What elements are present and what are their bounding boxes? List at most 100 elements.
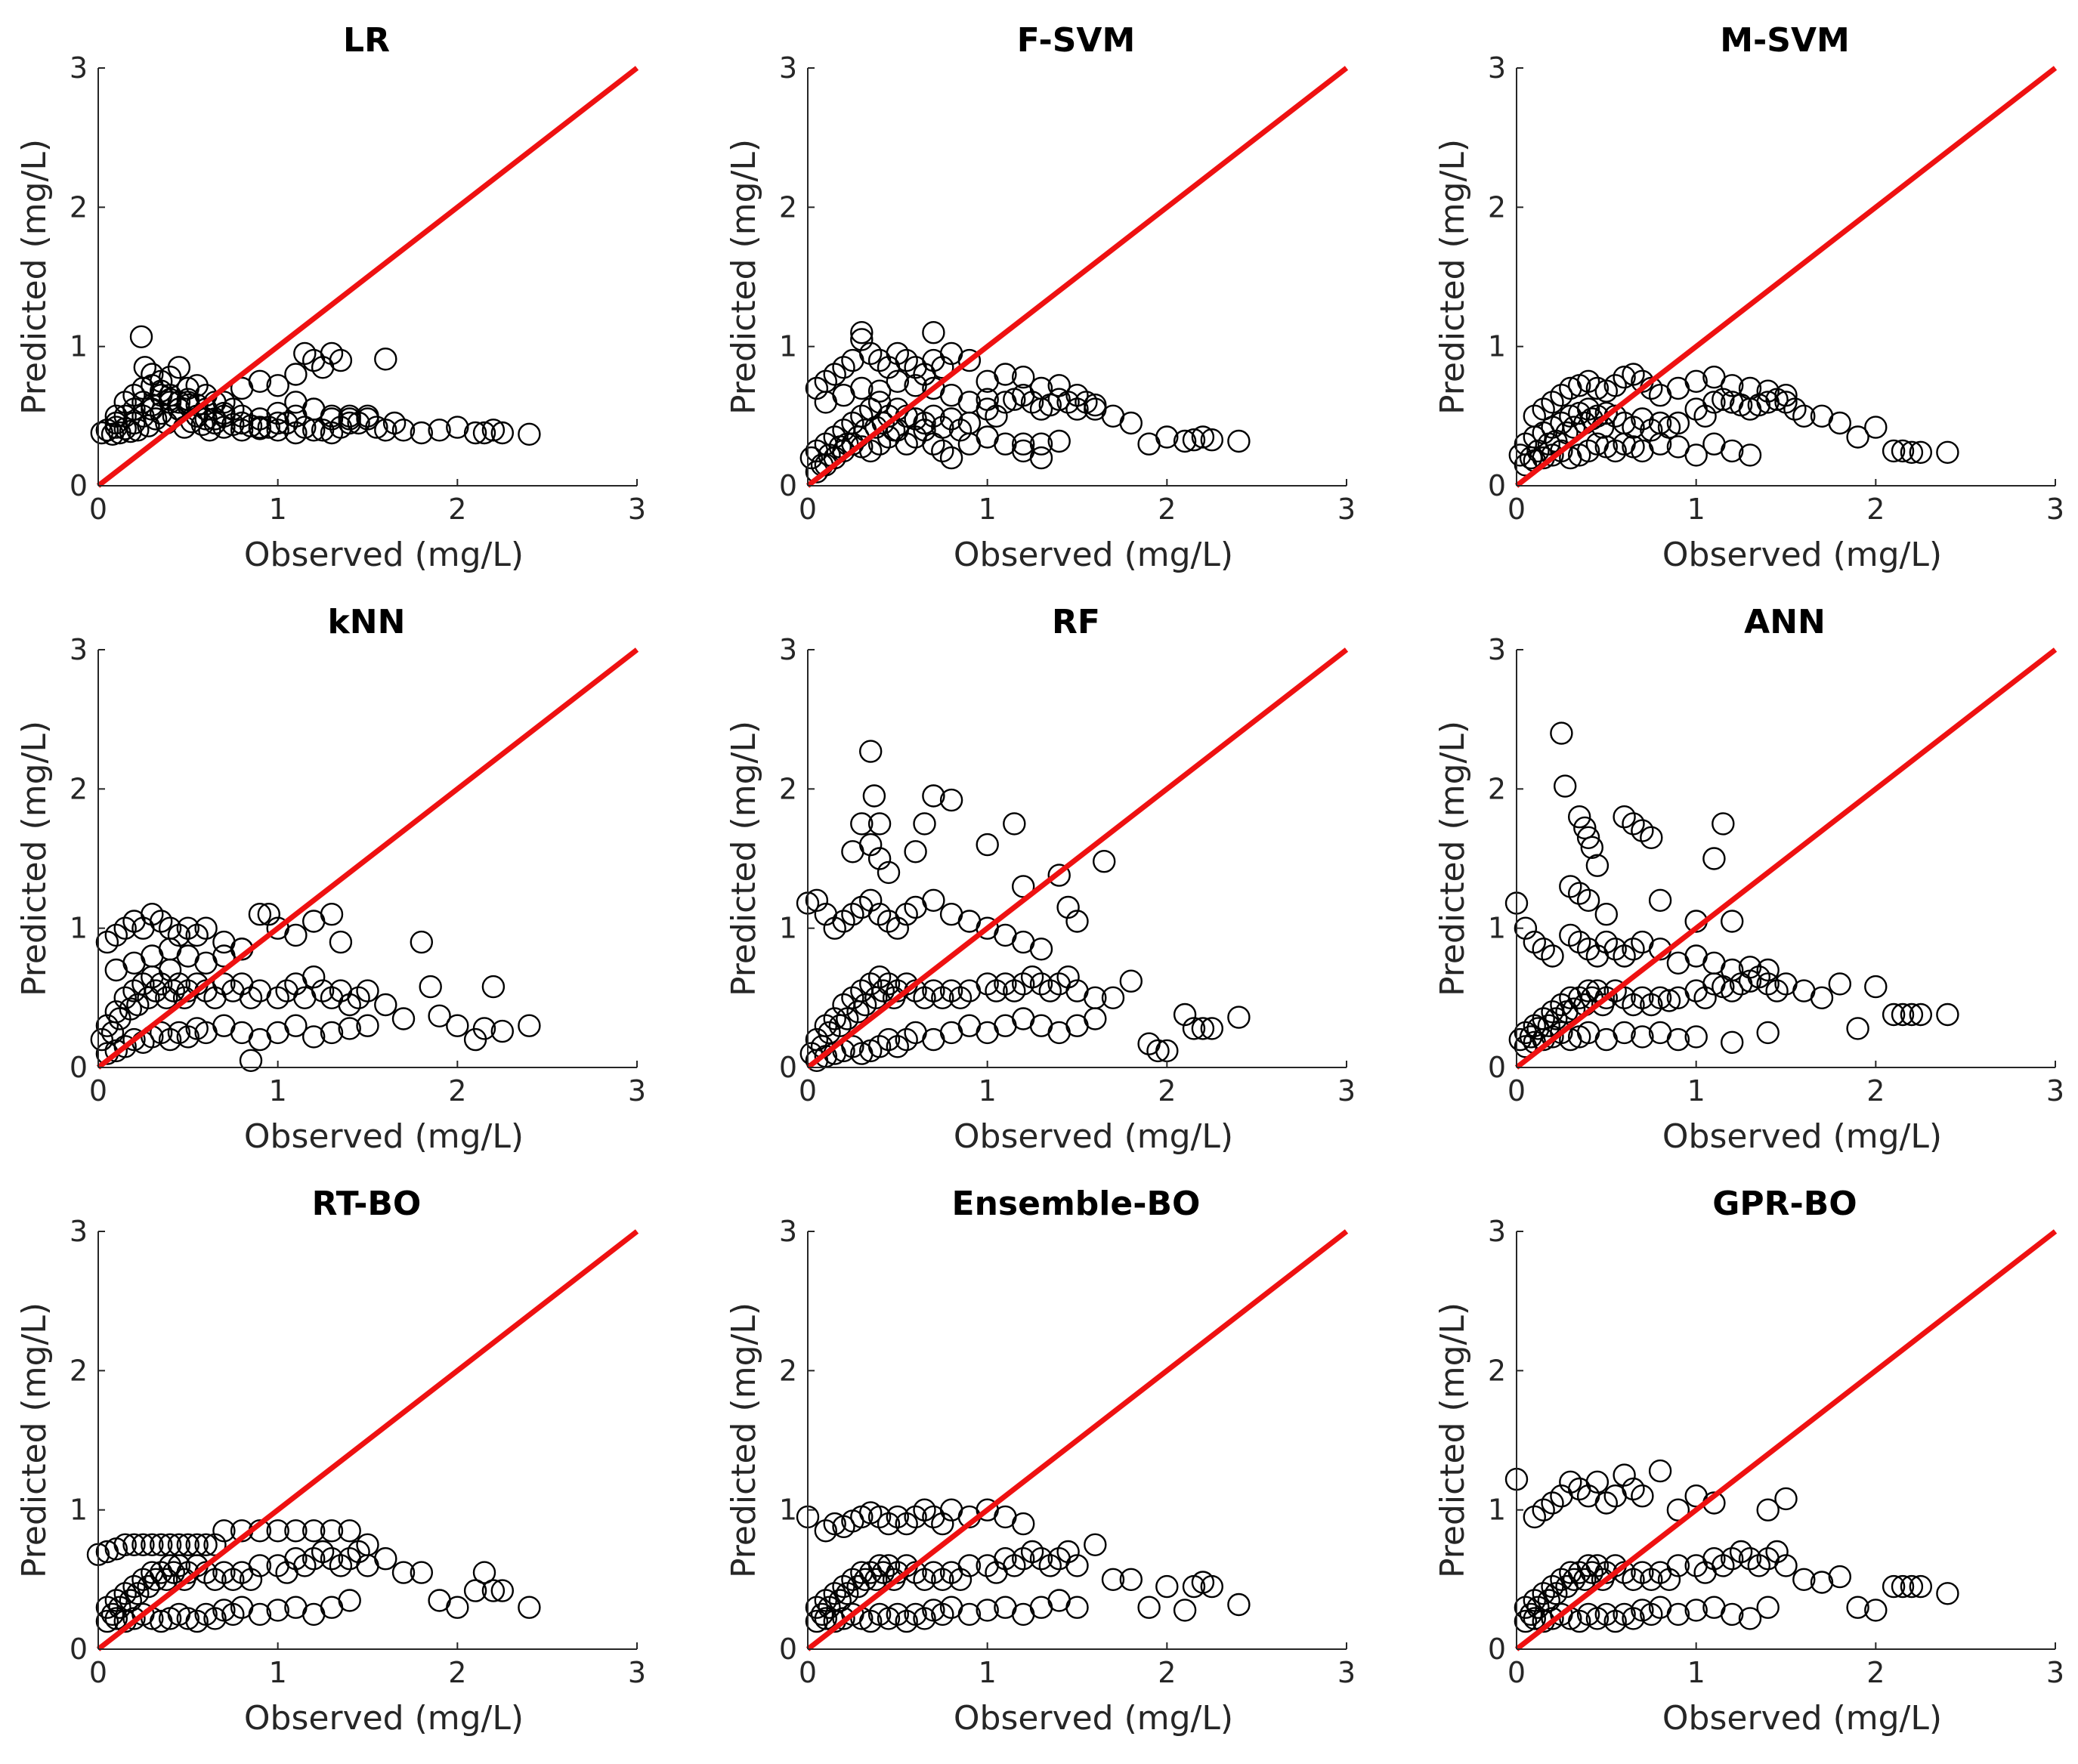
data-point [158,1027,182,1052]
data-point [302,1519,326,1543]
x-tick-label: 3 [1337,1074,1356,1108]
data-point [1580,836,1604,860]
data-point [1738,1546,1762,1571]
data-point [490,1579,514,1602]
data-point [1029,376,1053,400]
data-point [1693,986,1717,1010]
scatter-points [796,1498,1251,1633]
panel-title: RF [1052,603,1100,641]
data-point [1631,819,1654,842]
panel-title: M-SVM [1720,21,1850,60]
data-point [985,979,1008,1002]
y-axis-label: Predicted (mg/L) [1433,721,1472,996]
data-point [1900,440,1924,464]
data-point [1810,986,1834,1010]
data-point [858,972,883,996]
panel-title: Ensemble-BO [952,1185,1201,1223]
y-tick-label: 3 [779,633,797,666]
y-axis-label: Predicted (mg/L) [15,721,54,996]
data-point [1828,972,1852,996]
data-point [1738,376,1762,400]
data-point [913,419,936,442]
data-point [1155,1039,1179,1063]
data-point [119,1589,143,1612]
data-point [141,902,164,926]
data-point [814,1607,838,1630]
data-point [1011,972,1035,996]
y-tick-label: 1 [1488,1494,1506,1527]
y-tick-label: 2 [779,772,797,805]
data-point [1084,1007,1107,1030]
data-point [1065,384,1089,407]
x-tick-label: 0 [1507,493,1526,526]
y-tick-label: 1 [1488,330,1506,363]
y-axis-label: Predicted (mg/L) [725,721,763,996]
x-tick-label: 3 [628,1074,646,1108]
data-point [948,986,973,1010]
data-point [391,1007,416,1030]
data-point [1029,432,1053,456]
x-tick-label: 2 [1866,1074,1885,1108]
data-point [113,986,137,1010]
data-point [1576,826,1600,850]
data-point [1576,369,1600,393]
x-tick-label: 3 [2046,1074,2064,1108]
data-point [1227,429,1251,453]
data-point [1084,1533,1107,1557]
data-point [1559,875,1582,898]
data-point [1011,366,1035,389]
data-point [886,1505,910,1529]
data-point [1684,443,1708,467]
data-point [913,1607,936,1630]
data-point [320,1519,344,1543]
data-point [858,341,883,366]
data-point [1594,1491,1619,1515]
identity-line [96,647,639,1070]
data-point [428,419,451,442]
y-tick-label: 0 [70,469,88,502]
data-point [149,910,173,933]
data-point [1666,1554,1690,1577]
panel-knn: 0 1 2 3 0 1 2 3 kNN Observed (mg/L) Predicted (mg/… [15,603,646,1156]
data-point [976,972,999,996]
identity-line [96,1229,639,1651]
data-point [446,1596,469,1619]
data-point [1882,1574,1906,1599]
data-point [113,1582,137,1605]
data-point [1613,944,1636,968]
x-tick-label: 1 [269,493,287,526]
x-tick-label: 0 [1507,1074,1526,1108]
data-point [862,784,886,808]
x-tick-label: 1 [269,1074,287,1108]
x-tick-label: 0 [1507,1656,1526,1689]
data-point [1173,1599,1197,1622]
data-point [1573,1568,1597,1592]
data-point [1891,439,1915,463]
data-point [1585,376,1610,400]
data-point [428,1004,451,1028]
data-point [1065,910,1089,933]
data-point [904,1505,927,1529]
scatter-points [86,1519,541,1633]
data-point [895,1512,918,1536]
data-point [805,1609,829,1633]
x-tick-label: 1 [979,1656,997,1689]
data-point [1774,391,1798,414]
identity-line [1514,647,2058,1070]
data-point [1519,1602,1543,1627]
data-point [1155,1574,1179,1599]
data-point [1576,439,1600,463]
data-point [1622,1477,1645,1501]
data-point [1029,938,1053,961]
x-axis-label: Observed (mg/L) [1662,1117,1942,1156]
y-axis-label: Predicted (mg/L) [1433,139,1472,415]
data-point [1011,1512,1035,1536]
x-tick-label: 0 [799,493,817,526]
data-point [877,1554,901,1577]
data-point [1191,425,1215,449]
data-point [122,1533,146,1557]
data-point [221,397,245,421]
data-point [895,1609,918,1633]
data-point [131,1533,155,1557]
